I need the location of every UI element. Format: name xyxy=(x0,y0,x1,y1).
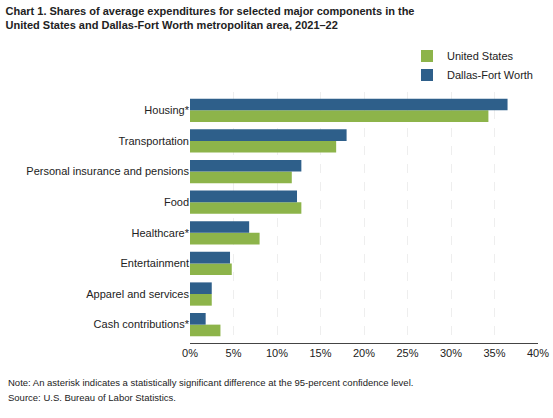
svg-text:Apparel and services: Apparel and services xyxy=(86,288,189,300)
svg-text:Chart 1. Shares of average exp: Chart 1. Shares of average expenditures … xyxy=(6,5,415,31)
svg-text:Source: U.S. Bureau of Labor S: Source: U.S. Bureau of Labor Statistics. xyxy=(8,392,176,403)
svg-text:Dallas-Fort Worth: Dallas-Fort Worth xyxy=(447,69,533,81)
svg-text:35%: 35% xyxy=(483,347,505,359)
svg-text:Entertainment: Entertainment xyxy=(121,257,189,269)
svg-text:Note: An asterisk indicates a: Note: An asterisk indicates a statistica… xyxy=(8,377,413,388)
svg-text:25%: 25% xyxy=(396,347,418,359)
svg-text:15%: 15% xyxy=(309,347,331,359)
svg-text:Healthcare*: Healthcare* xyxy=(132,227,190,239)
svg-text:Food: Food xyxy=(164,196,189,208)
svg-text:5%: 5% xyxy=(226,347,242,359)
svg-text:30%: 30% xyxy=(440,347,462,359)
svg-text:40%: 40% xyxy=(527,347,549,359)
svg-text:Housing*: Housing* xyxy=(144,104,189,116)
svg-text:0%: 0% xyxy=(182,347,198,359)
svg-text:Cash contributions*: Cash contributions* xyxy=(94,318,190,330)
svg-text:United States: United States xyxy=(447,50,514,62)
svg-text:Transportation: Transportation xyxy=(118,135,189,147)
svg-text:20%: 20% xyxy=(353,347,375,359)
svg-text:10%: 10% xyxy=(266,347,288,359)
svg-text:Personal insurance and pension: Personal insurance and pensions xyxy=(26,165,189,177)
